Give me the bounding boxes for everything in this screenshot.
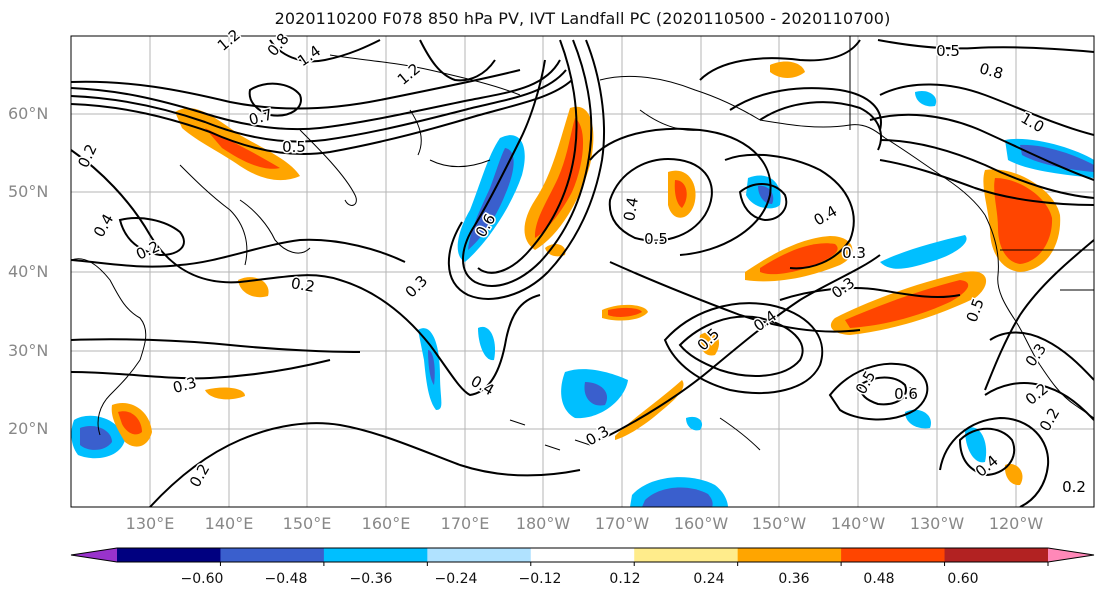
lat-label: 30°N — [8, 341, 49, 360]
map-frame — [70, 35, 1095, 508]
gridlines — [71, 36, 1094, 507]
lat-label: 50°N — [8, 182, 49, 201]
pc-shading — [71, 61, 1094, 507]
colorbar-segment — [944, 548, 1049, 562]
contour-label: 0.3 — [1022, 340, 1050, 370]
shade-red — [994, 178, 1053, 264]
colorbar-tick-label: −0.60 — [180, 571, 224, 587]
lon-label: 150°W — [751, 514, 807, 533]
lon-label: 170°W — [594, 514, 650, 533]
shade-sky — [478, 326, 496, 361]
shade-red — [608, 307, 642, 317]
colorbar-tick-label: 0.24 — [693, 571, 725, 587]
shade-sky — [686, 416, 703, 431]
shade-blue — [1020, 144, 1094, 172]
colorbar-tick-label: −0.24 — [434, 571, 478, 587]
colorbar-segment — [530, 548, 635, 562]
colorbar-segment — [117, 548, 221, 562]
contour-label: 0.7 — [247, 105, 275, 129]
shade-sky — [965, 427, 987, 463]
shade-sky — [880, 235, 967, 269]
contour-label: 0.2 — [1036, 405, 1064, 435]
lon-label: 180°W — [515, 514, 571, 533]
contour-label: 0.2 — [186, 461, 214, 491]
contour-label: 0.7 — [894, 384, 918, 402]
contour-label: 0.2 — [290, 274, 317, 296]
contour-label: 1.0 — [1018, 109, 1048, 137]
contour-label: 0.2 — [74, 141, 100, 170]
shade-orange — [545, 244, 566, 257]
colorbar-tick-label: −0.48 — [264, 571, 308, 587]
lon-label: 120°W — [988, 514, 1044, 533]
shade-red — [845, 280, 969, 328]
lat-label: 60°N — [8, 104, 49, 123]
colorbar-segment — [1048, 548, 1094, 562]
contour-label: 0.3 — [828, 274, 858, 302]
contour-label: 0.4 — [90, 211, 118, 241]
lon-label: 170°E — [440, 514, 490, 533]
contour-label: 0.5 — [644, 230, 668, 248]
colorbar — [70, 547, 1095, 566]
colorbar-tick-label: 0.60 — [947, 571, 979, 587]
colorbar-segment — [841, 548, 946, 562]
lon-label: 160°E — [361, 514, 411, 533]
shade-orange — [615, 380, 684, 440]
shade-blue — [584, 382, 608, 406]
colorbar-tick-label: 0.48 — [863, 571, 895, 587]
colorbar-segment — [427, 548, 532, 562]
shade-red — [118, 411, 142, 435]
contour-label: 0.5 — [694, 325, 724, 355]
colorbar-segment — [220, 548, 325, 562]
lat-label: 20°N — [8, 419, 49, 438]
shade-sky — [905, 409, 931, 429]
shade-orange — [205, 387, 245, 400]
colorbar-tick-label: 0.12 — [609, 571, 641, 587]
shade-blue — [428, 350, 435, 385]
contour-label: 0.4 — [620, 196, 642, 223]
shade-red — [760, 243, 838, 275]
contour-label: 0.3 — [842, 244, 866, 262]
colorbar-tick-label: −0.12 — [518, 571, 562, 587]
colorbar-segment — [323, 548, 428, 562]
contour-label: 0.8 — [977, 59, 1005, 83]
lon-label: 130°E — [125, 514, 175, 533]
shade-red — [674, 180, 687, 208]
shade-blue — [80, 425, 112, 450]
lon-label: 140°W — [830, 514, 886, 533]
contour-label: 0.5 — [936, 42, 960, 60]
contour-label: 0.2 — [133, 237, 162, 263]
colorbar-segment — [71, 548, 117, 562]
contour-label: 0.3 — [583, 422, 613, 450]
shade-blue — [642, 487, 713, 507]
contour-label: 0.2 — [1062, 478, 1086, 496]
lon-label: 130°W — [909, 514, 965, 533]
shade-orange — [1004, 463, 1023, 486]
map-title: 2020110200 F078 850 hPa PV, IVT Landfall… — [274, 9, 891, 28]
colorbar-tick-label: −0.36 — [349, 571, 393, 587]
contour-label: 1.4 — [294, 42, 324, 70]
pv-contours — [71, 39, 1094, 507]
colorbar-tick-label: 0.36 — [778, 571, 810, 587]
contour-label: 0.3 — [402, 272, 432, 302]
contour-label: 0.5 — [282, 138, 306, 156]
colorbar-segment — [634, 548, 739, 562]
contour-label: 1.2 — [214, 26, 244, 55]
lon-label: 140°E — [204, 514, 254, 533]
colorbar-outline — [70, 547, 1095, 563]
shade-orange — [699, 332, 720, 356]
shade-red — [534, 118, 584, 238]
contour-label: 0.4 — [811, 202, 841, 230]
lon-label: 160°W — [673, 514, 729, 533]
coastlines — [71, 36, 1094, 451]
lon-label: 150°E — [282, 514, 332, 533]
shade-sky — [915, 90, 937, 107]
contour-label: 0.6 — [894, 385, 918, 403]
shade-orange — [770, 61, 805, 78]
colorbar-segment — [737, 548, 842, 562]
lat-label: 40°N — [8, 262, 49, 281]
contour-label: 0.4 — [750, 307, 780, 335]
